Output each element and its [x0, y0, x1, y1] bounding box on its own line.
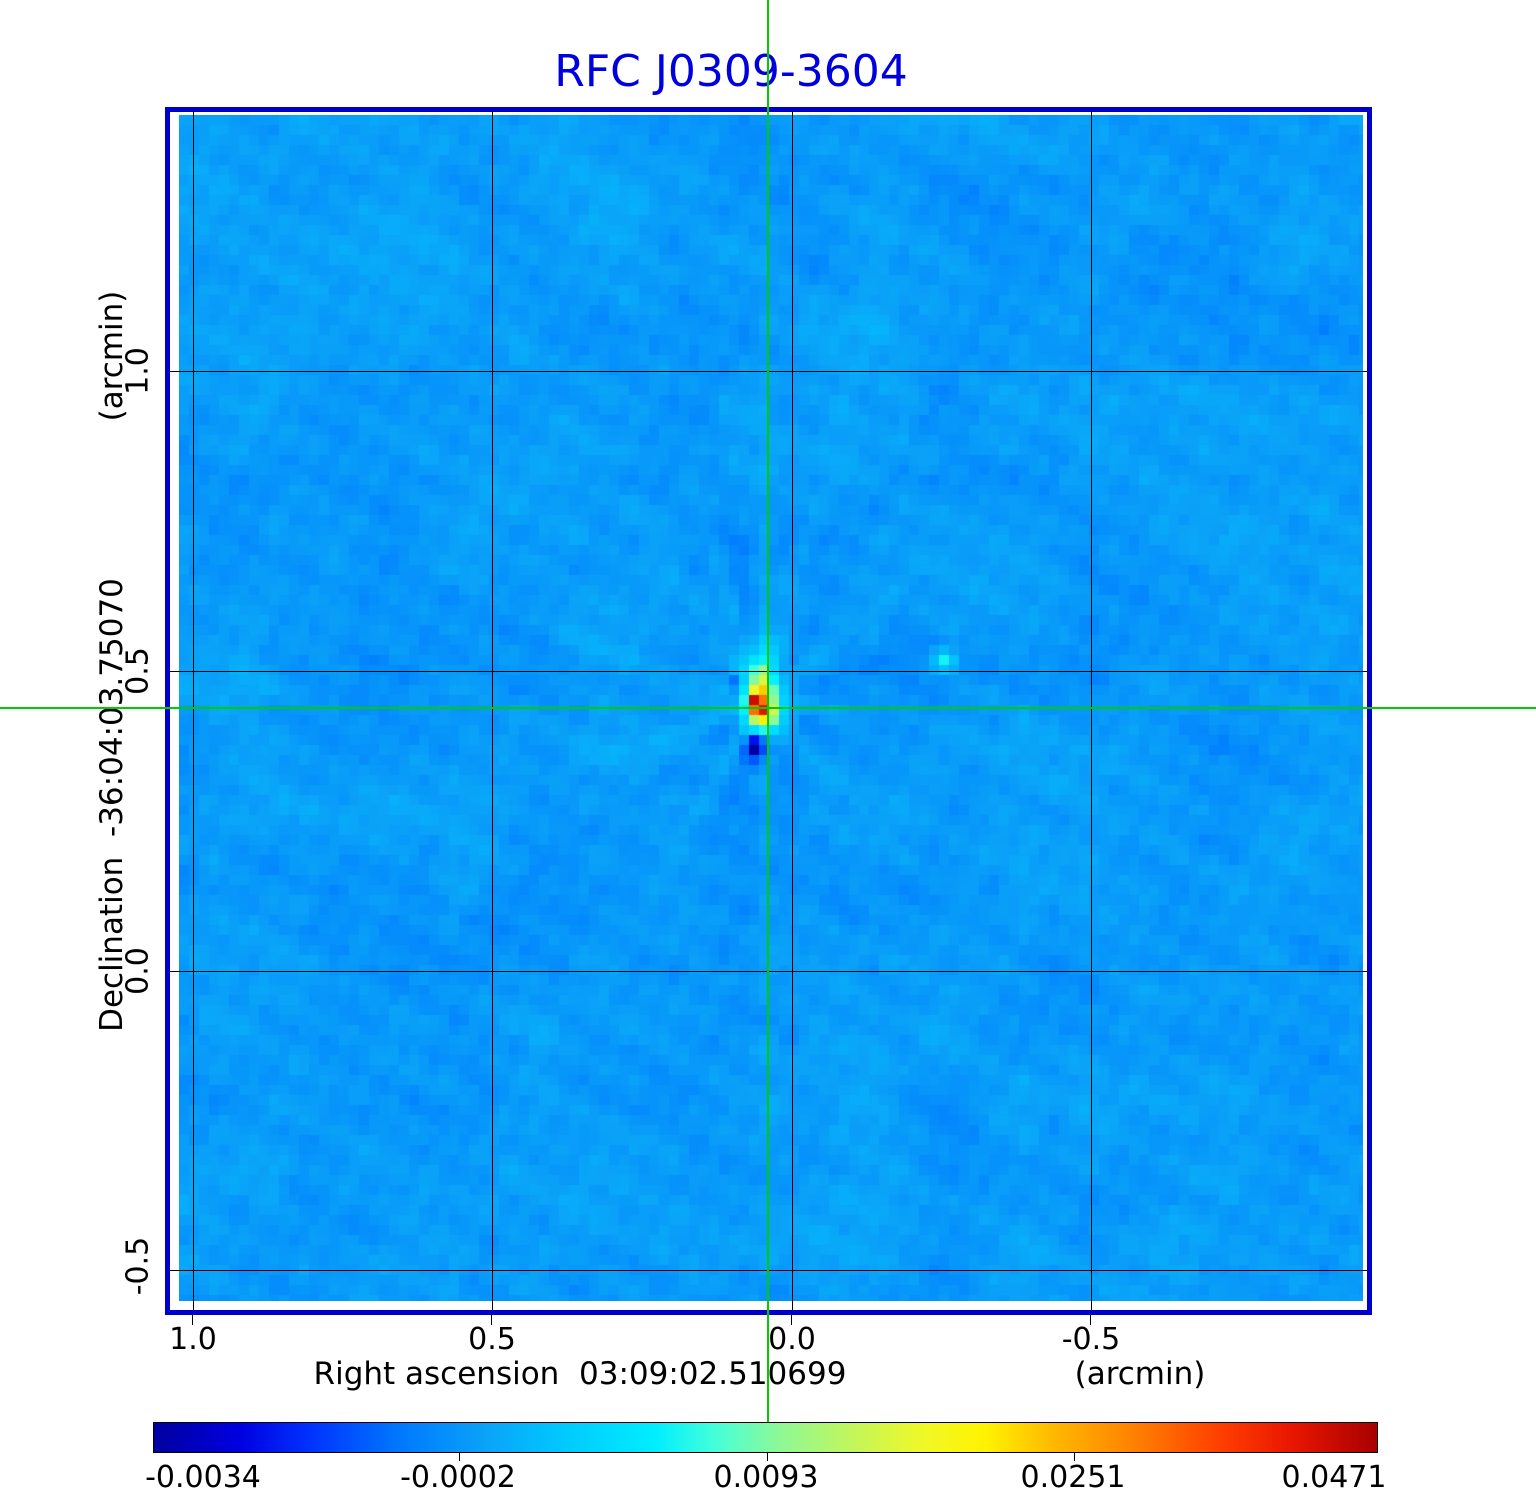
- x-axis-unit-label: (arcmin): [1074, 1356, 1206, 1392]
- axis-tick-mark: [491, 1315, 492, 1325]
- x-axis-tick-label: 0.0: [768, 1322, 816, 1357]
- y-axis-label: Declination -36:04:03.75070: [94, 578, 130, 1032]
- axis-tick-mark: [1090, 1315, 1091, 1325]
- axis-tick-mark: [192, 1315, 193, 1325]
- crosshair-vertical-line: [767, 0, 769, 1422]
- y-axis-unit-label: (arcmin): [94, 290, 130, 422]
- figure-title: RFC J0309-3604: [554, 46, 908, 97]
- x-axis-tick-label: -0.5: [1061, 1322, 1121, 1357]
- gridline: [492, 112, 493, 1310]
- colorbar-tick-label: 0.0471: [1281, 1460, 1387, 1495]
- colorbar-tick-label: -0.0034: [145, 1460, 261, 1495]
- gridline: [193, 112, 194, 1310]
- axis-tick-mark: [459, 1453, 460, 1461]
- colorbar-tick-label: 0.0251: [1020, 1460, 1126, 1495]
- y-axis-tick-label: -0.5: [120, 1236, 156, 1296]
- gridline: [1091, 112, 1092, 1310]
- axis-tick-mark: [1074, 1453, 1075, 1461]
- gridline: [792, 112, 793, 1310]
- axis-tick-mark: [767, 1453, 768, 1461]
- colorbar: [153, 1422, 1378, 1453]
- colorbar-tick-label: 0.0093: [713, 1460, 819, 1495]
- x-axis-tick-label: 1.0: [169, 1322, 217, 1357]
- crosshair-horizontal-line: [0, 707, 1536, 709]
- colorbar-tick-label: -0.0002: [400, 1460, 516, 1495]
- axis-tick-mark: [791, 1315, 792, 1325]
- x-axis-tick-label: 0.5: [468, 1322, 516, 1357]
- x-axis-label: Right ascension 03:09:02.510699: [313, 1356, 847, 1392]
